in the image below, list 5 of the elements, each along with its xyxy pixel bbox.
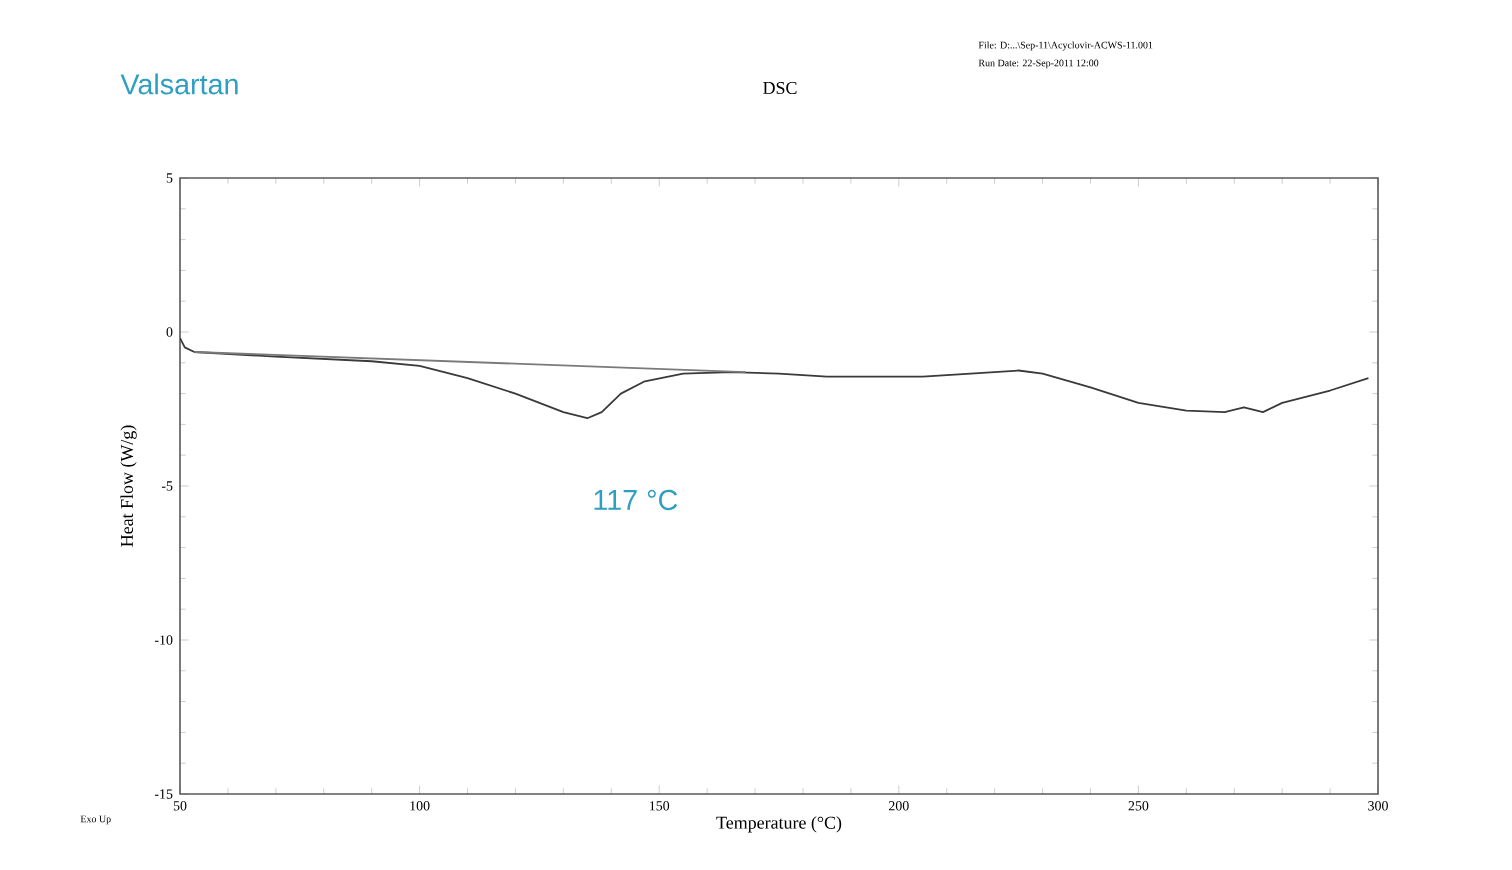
y-axis-title: Heat Flow (W/g)	[120, 425, 137, 547]
chart-subtitle: DSC	[763, 81, 797, 95]
chart-title: Valsartan	[120, 73, 238, 95]
annotation: 117 °C	[594, 489, 678, 511]
x-axis-title: Temperature (°C)	[716, 816, 842, 833]
